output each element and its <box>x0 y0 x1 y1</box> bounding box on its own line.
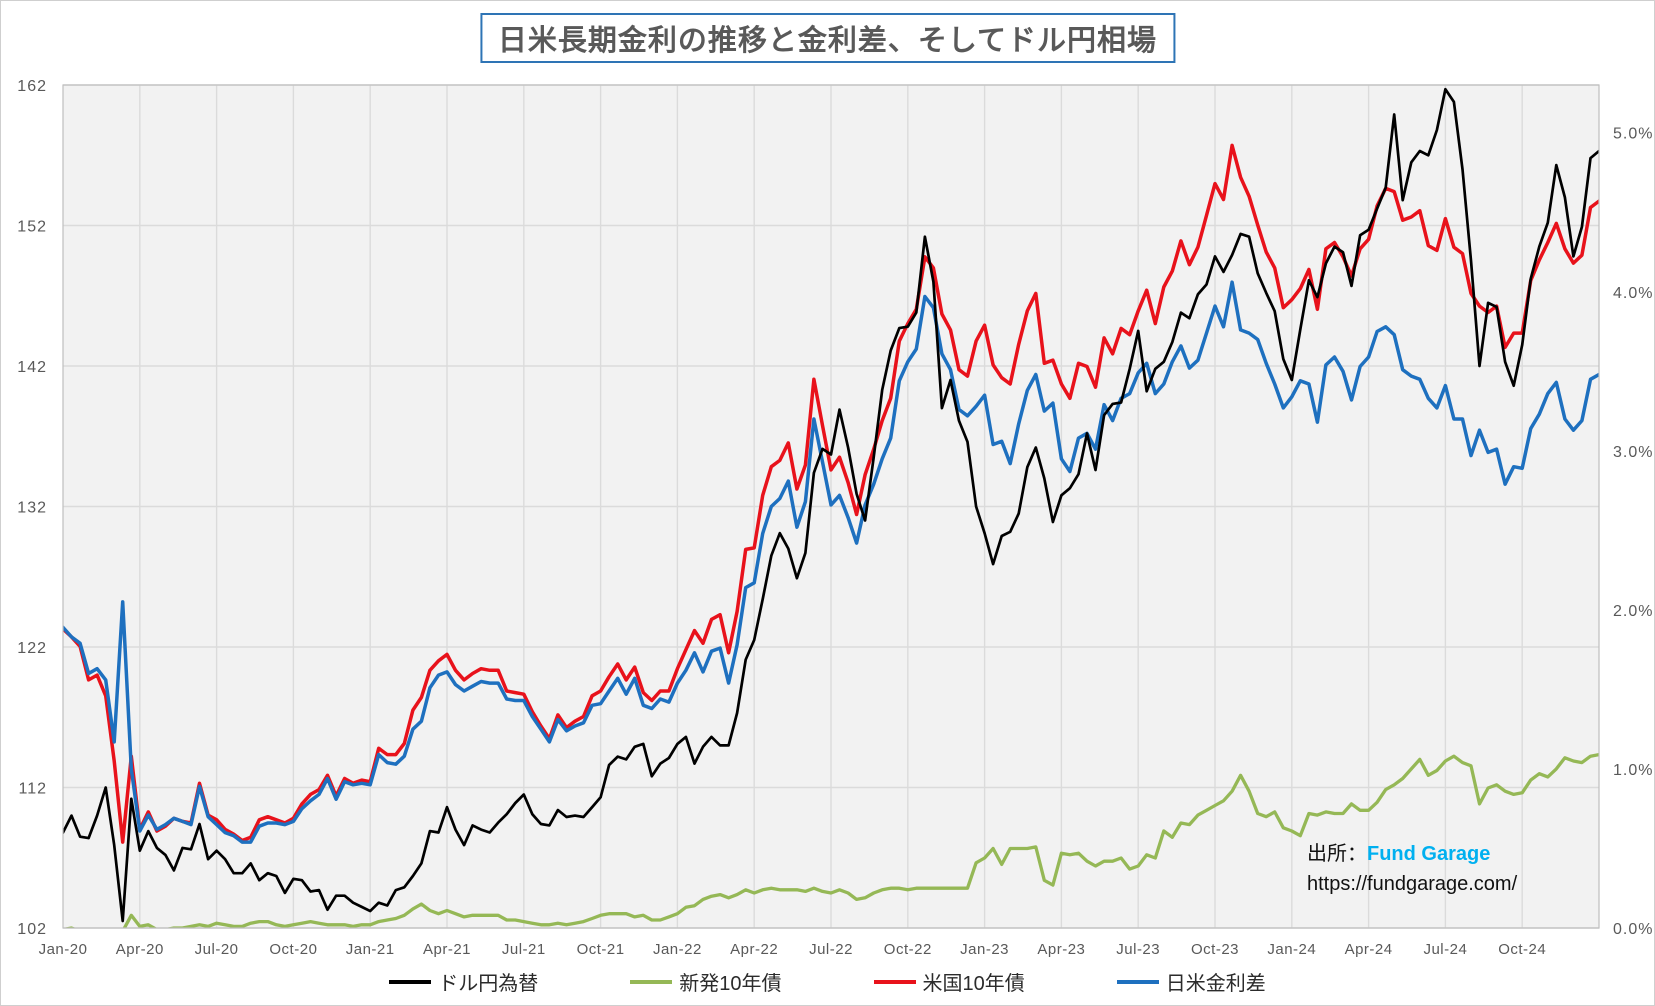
legend-label-spread: 日米金利差 <box>1165 973 1266 995</box>
spread-line-swatch <box>1116 979 1159 984</box>
x-axis-tick-label: Jan-21 <box>346 941 395 958</box>
series-line-usdjpy <box>63 87 1599 923</box>
x-axis-tick-label: Jul-20 <box>195 941 239 958</box>
source-prefix: 出所： <box>1307 843 1367 865</box>
x-axis-tick-label: Apr-24 <box>1345 941 1393 958</box>
plot-border <box>62 84 1600 929</box>
y-axis-left-tick-label: 102 <box>17 921 47 938</box>
legend-label-usdjpy: ドル円為替 <box>438 973 539 995</box>
series-line-spread <box>63 280 1599 844</box>
chart-legend: ドル円為替 新発10年債 米国10年債 日米金利差 <box>1 967 1654 996</box>
x-axis-tick-label: Oct-22 <box>884 941 932 958</box>
x-axis-tick-label: Oct-20 <box>269 941 317 958</box>
x-axis-tick-label: Jan-22 <box>653 941 702 958</box>
x-axis-tick-label: Oct-24 <box>1498 941 1546 958</box>
x-axis-tick-label: Apr-23 <box>1037 941 1085 958</box>
x-axis-tick-label: Jan-20 <box>39 941 88 958</box>
ust10-line-swatch <box>873 979 916 984</box>
y-axis-right-tick-label: 3.0% <box>1613 444 1653 461</box>
y-axis-left-tick-label: 132 <box>17 500 47 517</box>
y-axis-right-tick-label: 1.0% <box>1613 762 1653 779</box>
x-axis-tick-label: Jul-22 <box>809 941 853 958</box>
y-axis-right-tick-label: 2.0% <box>1613 603 1653 620</box>
y-axis-left-tick-label: 152 <box>17 219 47 236</box>
series-line-jgb10 <box>63 752 1599 928</box>
chart-title: 日米長期金利の推移と金利差、そしてドル円相場 <box>479 13 1176 63</box>
legend-item-usdjpy: ドル円為替 <box>389 967 538 996</box>
x-axis-tick-label: Apr-20 <box>116 941 164 958</box>
source-brand: Fund Garage <box>1367 843 1491 865</box>
x-axis-tick-label: Oct-21 <box>577 941 625 958</box>
y-axis-left-tick-label: 162 <box>17 78 47 95</box>
legend-label-jgb10: 新発10年債 <box>679 973 782 995</box>
usdjpy-line-swatch <box>389 979 432 984</box>
source-url: https://fundgarage.com/ <box>1307 873 1518 895</box>
x-axis-tick-label: Oct-23 <box>1191 941 1239 958</box>
legend-item-ust10: 米国10年債 <box>873 967 1025 996</box>
x-axis-tick-label: Jan-24 <box>1267 941 1316 958</box>
jgb10-line-swatch <box>630 979 673 984</box>
y-axis-right-tick-label: 4.0% <box>1613 285 1653 302</box>
y-axis-left-tick-label: 112 <box>18 781 47 798</box>
x-axis-tick-label: Apr-22 <box>730 941 778 958</box>
y-axis-right-tick-label: 0.0% <box>1613 921 1653 938</box>
y-axis-right-tick-label: 5.0% <box>1613 126 1653 143</box>
x-axis-tick-label: Jul-23 <box>1116 941 1160 958</box>
x-axis-tick-label: Jul-24 <box>1423 941 1467 958</box>
x-axis-tick-label: Jul-21 <box>502 941 546 958</box>
legend-item-jgb10: 新発10年債 <box>630 967 782 996</box>
y-axis-left-tick-label: 142 <box>17 359 47 376</box>
x-axis-tick-label: Jan-23 <box>960 941 1009 958</box>
legend-label-ust10: 米国10年債 <box>922 973 1025 995</box>
x-axis-tick-label: Apr-21 <box>423 941 471 958</box>
source-annotation: 出所：Fund Garage https://fundgarage.com/ <box>1307 839 1517 899</box>
legend-item-spread: 日米金利差 <box>1116 967 1266 996</box>
y-axis-left-tick-label: 122 <box>17 640 47 657</box>
source-line: 出所：Fund Garage <box>1307 839 1517 869</box>
